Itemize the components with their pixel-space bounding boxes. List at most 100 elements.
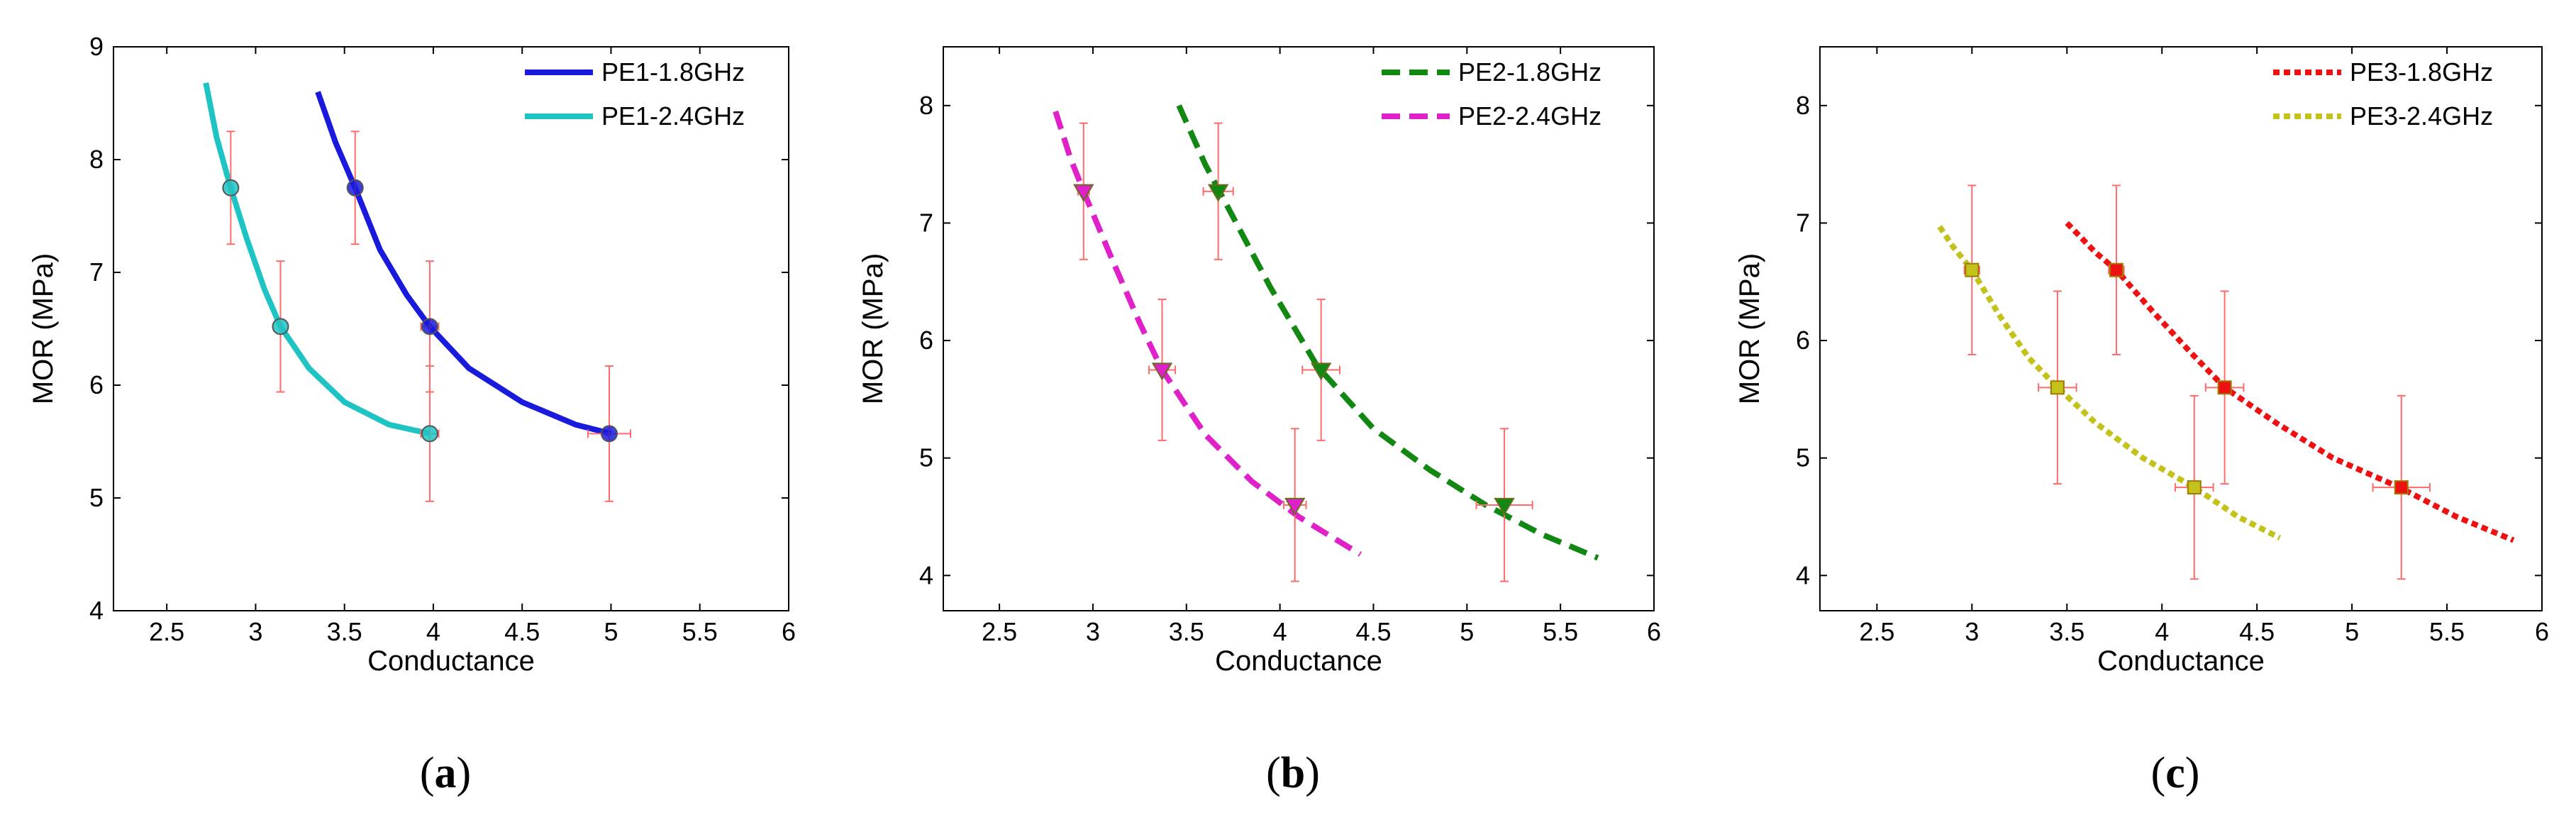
series-group [1937, 184, 2515, 580]
y-tick-label: 5 [919, 443, 933, 472]
legend-label: PE1-1.8GHz [601, 57, 745, 87]
panel-label-close-paren: ) [457, 749, 472, 797]
legend-label: PE2-2.4GHz [1458, 101, 1601, 131]
x-tick-label: 3.5 [327, 617, 362, 646]
series-line-PE1-1.8GHz [315, 91, 612, 437]
series-group [203, 82, 632, 502]
x-tick-label: 2.5 [149, 617, 184, 646]
y-axis-label: MOR (MPa) [857, 253, 889, 404]
panel-label: (c) [2151, 749, 2200, 797]
x-tick-label: 5.5 [2429, 617, 2465, 646]
series-line-PE2-1.8GHz [1176, 104, 1599, 561]
y-tick-label: 9 [89, 32, 104, 61]
x-axis-label: Conductance [367, 645, 535, 677]
plot-frame [1819, 46, 2543, 611]
x-tick-label: 4 [426, 617, 440, 646]
series-line-PE3-2.4GHz [1937, 225, 2282, 541]
y-tick-label: 8 [1796, 91, 1810, 120]
series-line-PE2-2.4GHz [1053, 110, 1362, 557]
legend-label: PE3-2.4GHz [2350, 101, 2493, 131]
y-tick-label: 6 [89, 370, 104, 399]
data-point-PE1-1.8GHz-0 [346, 179, 364, 196]
x-tick-label: 4.5 [1355, 617, 1391, 646]
data-point-PE1-2.4GHz-1 [272, 318, 289, 336]
x-axis-label: Conductance [1215, 645, 1382, 677]
x-tick-label: 3 [248, 617, 262, 646]
panel-label-open-paren: ( [420, 749, 435, 797]
x-tick-label: 6 [2535, 617, 2549, 646]
x-axis-label: Conductance [2097, 645, 2265, 677]
y-tick-label: 5 [89, 483, 104, 512]
x-tick-label: 5 [1460, 617, 1474, 646]
x-tick-label: 5 [604, 617, 618, 646]
x-tick-label: 5.5 [1543, 617, 1578, 646]
plot-frame [943, 46, 1655, 611]
panel-label-letter: c [2165, 749, 2185, 797]
panel-label-close-paren: ) [2185, 749, 2200, 797]
data-point-PE2-2.4GHz-0 [1073, 184, 1094, 202]
data-point-PE1-2.4GHz-2 [421, 425, 438, 443]
legend: PE1-1.8GHz PE1-2.4GHz [525, 57, 745, 131]
series-line-PE3-1.8GHz [2065, 221, 2515, 543]
data-point-PE1-1.8GHz-2 [600, 425, 618, 443]
panel-label: (b) [1266, 749, 1320, 797]
panel-label-letter: a [435, 749, 457, 797]
series-line-PE1-2.4GHz [203, 82, 431, 437]
data-point-PE2-2.4GHz-2 [1284, 497, 1306, 516]
legend-label: PE2-1.8GHz [1458, 57, 1601, 87]
y-tick-label: 4 [919, 560, 933, 589]
data-point-PE2-1.8GHz-0 [1207, 184, 1229, 202]
legend-label: PE1-2.4GHz [601, 101, 745, 131]
x-tick-label: 2.5 [982, 617, 1017, 646]
data-point-PE2-1.8GHz-2 [1494, 497, 1515, 516]
y-tick-label: 7 [1796, 208, 1810, 237]
data-point-PE1-2.4GHz-0 [222, 179, 240, 196]
x-tick-label: 6 [1647, 617, 1661, 646]
x-tick-label: 5.5 [682, 617, 718, 646]
legend: PE2-1.8GHz PE2-2.4GHz [1382, 57, 1601, 131]
data-point-PE2-2.4GHz-1 [1151, 362, 1173, 381]
y-tick-label: 6 [919, 326, 933, 355]
panel-label-open-paren: ( [2151, 749, 2166, 797]
x-tick-label: 2.5 [1859, 617, 1894, 646]
x-tick-label: 4 [2155, 617, 2169, 646]
x-tick-label: 3 [1086, 617, 1100, 646]
data-point-PE3-2.4GHz-2 [2187, 480, 2202, 495]
y-tick-label: 7 [89, 257, 104, 287]
chart-panel-c: 2.5 3 3.5 4 4.5 5 5.5 6 4 5 6 7 8 Conductance MOR (MPa… [1734, 46, 2549, 797]
x-tick-label: 3.5 [1169, 617, 1204, 646]
x-tick-label: 4.5 [504, 617, 540, 646]
legend-label: PE3-1.8GHz [2350, 57, 2493, 87]
data-point-PE3-1.8GHz-1 [2217, 380, 2232, 395]
legend: PE3-1.8GHz PE3-2.4GHz [2273, 57, 2493, 131]
data-point-PE3-2.4GHz-0 [1965, 262, 1980, 277]
y-tick-label: 7 [919, 208, 933, 237]
chart-panel-b: 2.5 3 3.5 4 4.5 5 5.5 6 4 5 6 7 8 Conductance MOR (MPa… [857, 46, 1661, 797]
panel-label: (a) [420, 749, 471, 797]
y-tick-label: 4 [89, 596, 104, 625]
chart-panel-a: 2.5 3 3.5 4 4.5 5 5.5 6 4 5 6 7 8 9 Conductance MOR (MP… [28, 32, 796, 797]
data-point-PE2-1.8GHz-1 [1310, 362, 1332, 381]
plot-frame [113, 46, 789, 611]
y-axis-label: MOR (MPa) [1734, 253, 1765, 404]
x-tick-label: 5 [2345, 617, 2359, 646]
panel-label-letter: b [1281, 749, 1305, 797]
x-tick-label: 4.5 [2239, 617, 2275, 646]
data-point-PE3-2.4GHz-1 [2050, 380, 2065, 395]
panel-label-close-paren: ) [1305, 749, 1320, 797]
y-tick-label: 5 [1796, 443, 1810, 472]
x-tick-label: 6 [782, 617, 796, 646]
panel-label-open-paren: ( [1266, 749, 1281, 797]
series-group [1053, 104, 1599, 582]
x-tick-label: 3.5 [2049, 617, 2084, 646]
y-tick-label: 8 [89, 145, 104, 174]
x-tick-label: 4 [1273, 617, 1287, 646]
y-axis-label: MOR (MPa) [28, 253, 59, 404]
y-tick-label: 4 [1796, 560, 1810, 589]
y-tick-label: 6 [1796, 326, 1810, 355]
x-tick-label: 3 [1965, 617, 1979, 646]
data-point-PE3-1.8GHz-0 [2109, 262, 2123, 277]
data-point-PE3-1.8GHz-2 [2394, 480, 2409, 495]
y-tick-label: 8 [919, 91, 933, 120]
